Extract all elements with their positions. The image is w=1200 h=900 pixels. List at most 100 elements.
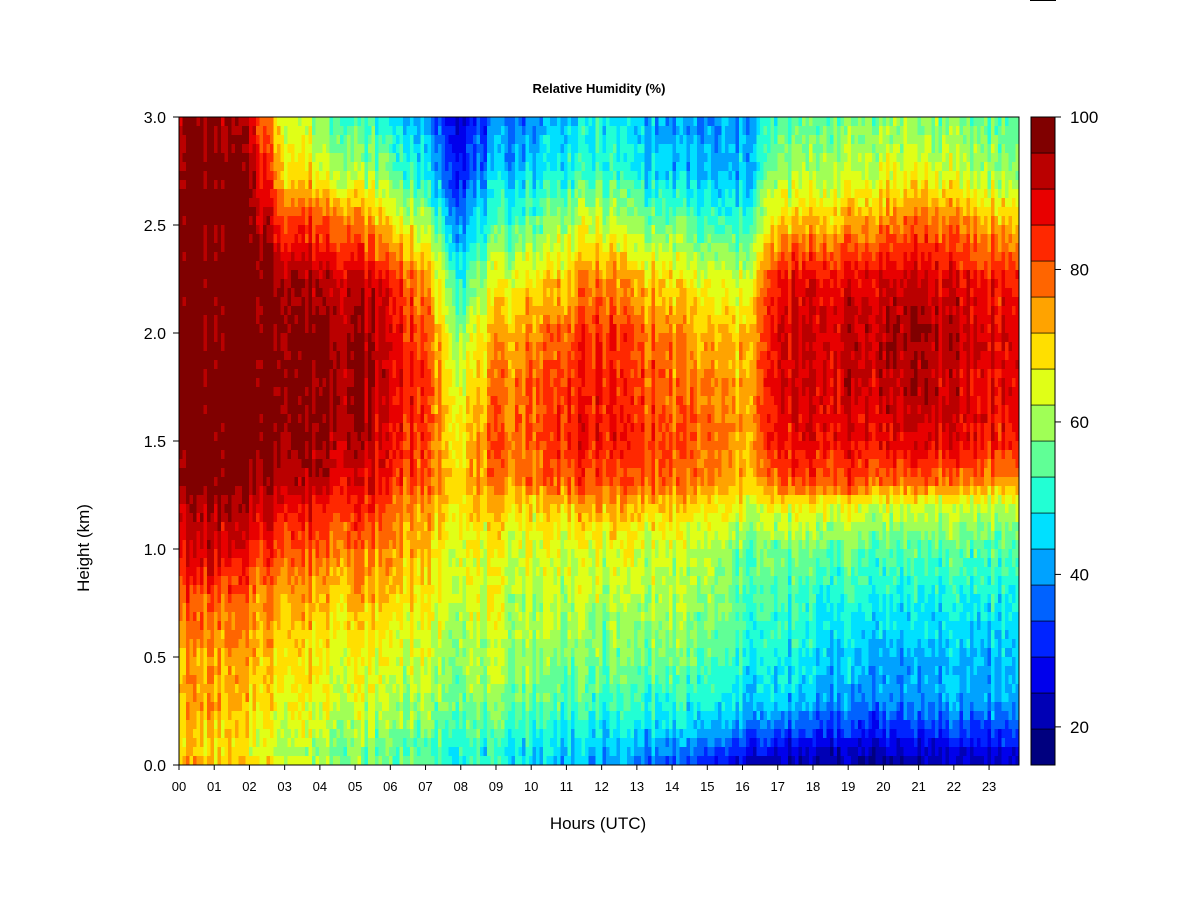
heatmap-cell: [189, 315, 194, 325]
heatmap-cell: [417, 207, 421, 217]
heatmap-cell: [322, 549, 327, 559]
heatmap-cell: [368, 738, 372, 748]
heatmap-cell: [280, 477, 285, 487]
heatmap-cell: [259, 675, 264, 685]
heatmap-cell: [368, 450, 372, 460]
heatmap-cell: [200, 711, 204, 721]
heatmap-cell: [396, 450, 400, 460]
heatmap-cell: [242, 225, 246, 235]
heatmap-cell: [420, 270, 425, 280]
heatmap-cell: [389, 756, 393, 766]
heatmap-cell: [259, 747, 264, 757]
heatmap-cell: [284, 666, 288, 676]
heatmap-cell: [329, 297, 334, 307]
heatmap-cell: [399, 441, 404, 451]
heatmap-cell: [343, 153, 348, 163]
heatmap-cell: [298, 720, 302, 730]
heatmap-cell: [350, 477, 355, 487]
heatmap-cell: [189, 666, 194, 676]
heatmap-cell: [350, 423, 355, 433]
heatmap-cell: [336, 414, 341, 424]
heatmap-cell: [273, 666, 278, 676]
heatmap-cell: [186, 378, 190, 388]
heatmap-cell: [186, 459, 190, 469]
heatmap-cell: [245, 117, 250, 127]
heatmap-cell: [270, 747, 274, 757]
heatmap-cell: [308, 612, 313, 622]
heatmap-cell: [221, 495, 225, 505]
heatmap-cell: [361, 405, 365, 415]
heatmap-cell: [266, 324, 271, 334]
heatmap-cell: [354, 486, 358, 496]
heatmap-cell: [266, 189, 271, 199]
heatmap-cell: [179, 558, 183, 568]
heatmap-cell: [343, 441, 348, 451]
heatmap-cell: [294, 198, 299, 208]
heatmap-cell: [263, 612, 267, 622]
heatmap-cell: [368, 486, 372, 496]
heatmap-cell: [399, 513, 404, 523]
heatmap-cell: [406, 387, 411, 397]
heatmap-cell: [235, 711, 239, 721]
heatmap-cell: [179, 720, 183, 730]
heatmap-cell: [350, 126, 355, 136]
heatmap-cell: [266, 171, 271, 181]
heatmap-cell: [263, 387, 267, 397]
heatmap-cell: [371, 504, 376, 514]
heatmap-cell: [238, 252, 243, 262]
heatmap-cell: [203, 630, 208, 640]
heatmap-cell: [228, 630, 232, 640]
heatmap-cell: [245, 495, 250, 505]
heatmap-cell: [228, 378, 232, 388]
heatmap-cell: [340, 549, 344, 559]
heatmap-cell: [263, 126, 267, 136]
heatmap-cell: [291, 486, 295, 496]
heatmap-cell: [312, 450, 316, 460]
heatmap-cell: [343, 261, 348, 271]
heatmap-cell: [385, 297, 390, 307]
heatmap-cell: [245, 225, 250, 235]
heatmap-cell: [284, 549, 288, 559]
heatmap-cell: [385, 729, 390, 739]
heatmap-cell: [266, 567, 271, 577]
heatmap-cell: [207, 225, 211, 235]
heatmap-cell: [361, 567, 365, 577]
heatmap-cell: [263, 558, 267, 568]
heatmap-cell: [375, 477, 379, 487]
heatmap-cell: [354, 432, 358, 442]
heatmap-cell: [235, 369, 239, 379]
heatmap-cell: [210, 540, 215, 550]
heatmap-cell: [256, 729, 260, 739]
heatmap-cell: [266, 594, 271, 604]
heatmap-cell: [396, 405, 400, 415]
heatmap-cell: [193, 261, 197, 271]
heatmap-cell: [326, 693, 330, 703]
heatmap-cell: [245, 540, 250, 550]
heatmap-cell: [375, 216, 379, 226]
heatmap-cell: [410, 603, 414, 613]
heatmap-cell: [354, 360, 358, 370]
heatmap-cell: [378, 738, 383, 748]
heatmap-cell: [361, 495, 365, 505]
heatmap-cell: [231, 576, 236, 586]
heatmap-cell: [235, 135, 239, 145]
heatmap-cell: [298, 441, 302, 451]
heatmap-cell: [273, 441, 278, 451]
heatmap-cell: [354, 621, 358, 631]
heatmap-cell: [343, 342, 348, 352]
heatmap-cell: [266, 180, 271, 190]
heatmap-cell: [189, 306, 194, 316]
heatmap-cell: [291, 378, 295, 388]
heatmap-cell: [406, 630, 411, 640]
heatmap-cell: [224, 369, 229, 379]
heatmap-cell: [217, 243, 222, 253]
heatmap-cell: [186, 738, 190, 748]
heatmap-cell: [256, 297, 260, 307]
heatmap-cell: [266, 684, 271, 694]
heatmap-cell: [410, 315, 414, 325]
heatmap-cell: [294, 234, 299, 244]
heatmap-cell: [235, 648, 239, 658]
heatmap-cell: [193, 288, 197, 298]
heatmap-cell: [186, 243, 190, 253]
heatmap-cell: [368, 639, 372, 649]
